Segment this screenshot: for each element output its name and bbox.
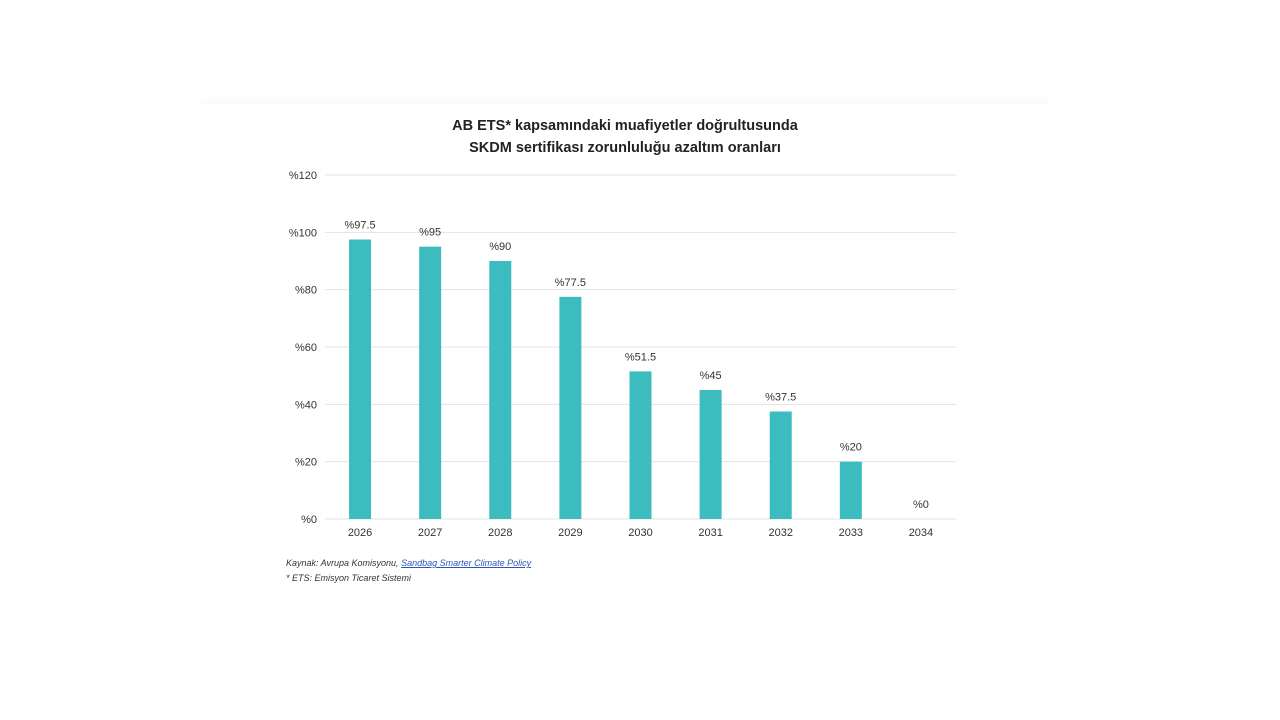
bar: [559, 296, 582, 519]
ets-footnote: * ETS: Emisyon Ticaret Sistemi: [286, 573, 411, 583]
source-prefix: Kaynak: Avrupa Komisyonu,: [286, 558, 402, 568]
data-label: %0: [913, 499, 929, 511]
x-tick-label: 2034: [909, 527, 933, 539]
x-tick-label: 2030: [628, 527, 652, 539]
x-tick-label: 2031: [698, 527, 722, 539]
x-tick-label: 2032: [768, 527, 792, 539]
y-tick-label: %20: [295, 457, 317, 469]
chart-title-line-1: AB ETS* kapsamındaki muafiyetler doğrult…: [452, 118, 798, 134]
data-label: %97.5: [344, 220, 375, 232]
data-label: %45: [700, 370, 722, 382]
data-label: %95: [419, 227, 441, 239]
x-tick-label: 2033: [839, 527, 863, 539]
data-label: %37.5: [765, 392, 796, 404]
bar: [419, 246, 442, 519]
bar: [489, 261, 512, 519]
x-tick-label: 2026: [348, 527, 372, 539]
data-label: %90: [489, 241, 511, 253]
chart-card: [195, 104, 1055, 594]
y-tick-label: %80: [295, 285, 317, 297]
y-tick-label: %120: [289, 170, 317, 182]
data-label: %20: [840, 442, 862, 454]
data-label: %77.5: [555, 277, 586, 289]
y-tick-label: %60: [295, 342, 317, 354]
x-tick-label: 2029: [558, 527, 582, 539]
data-label: %51.5: [625, 351, 656, 363]
y-tick-label: %40: [295, 399, 317, 411]
x-tick-label: 2028: [488, 527, 512, 539]
y-tick-label: %0: [301, 514, 317, 526]
source-link[interactable]: Sandbag Smarter Climate Policy: [401, 558, 532, 568]
bar: [699, 390, 722, 519]
x-tick-label: 2027: [418, 527, 442, 539]
bar: [629, 371, 652, 519]
y-tick-label: %100: [289, 227, 317, 239]
bar: [349, 239, 372, 519]
chart-title-line-2: SKDM sertifikası zorunluluğu azaltım ora…: [469, 140, 781, 156]
bar: [769, 411, 792, 519]
source-note: Kaynak: Avrupa Komisyonu, Sandbag Smarte…: [286, 558, 531, 568]
bar: [839, 461, 862, 519]
